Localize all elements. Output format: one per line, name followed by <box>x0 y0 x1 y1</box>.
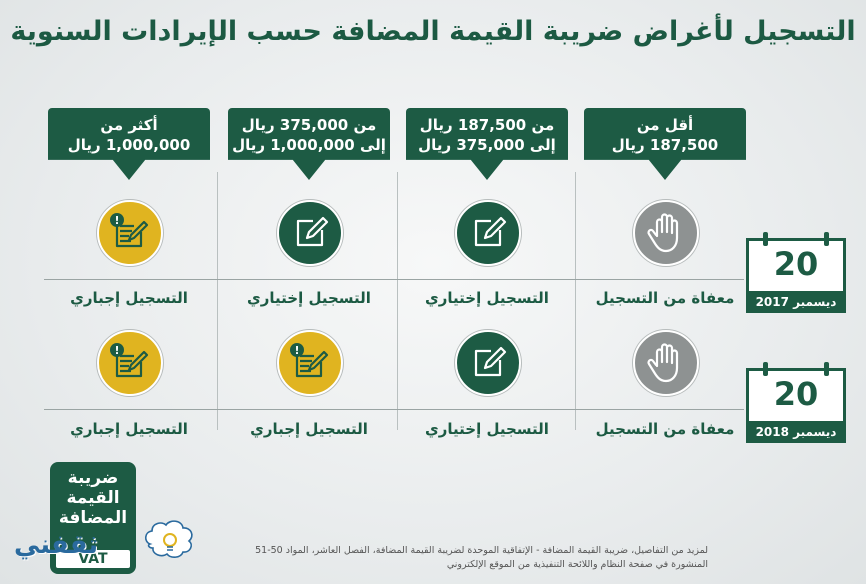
svg-text:!: ! <box>114 214 119 227</box>
svg-text:!: ! <box>114 344 119 357</box>
calendar-ring <box>824 362 829 376</box>
tier-line1: من 375,000 ريال <box>241 116 377 134</box>
tier-line2: إلى 1,000,000 ريال <box>232 136 386 154</box>
tier-flag-375000-1000000: من 375,000 ريال إلى 1,000,000 ريال <box>228 108 390 180</box>
tier-line2: 187,500 ريال <box>611 136 719 154</box>
pen-icon <box>277 200 343 266</box>
tier-line2: 1,000,000 ريال <box>67 136 191 154</box>
status-label: التسجيل إجباري <box>70 420 188 438</box>
logo-vat: VAT <box>56 550 130 568</box>
status-label: التسجيل إجباري <box>70 289 188 307</box>
timeline-2018 <box>44 409 744 410</box>
calendar-ring <box>824 232 829 246</box>
tier-line1: أكثر من <box>100 116 158 134</box>
column-divider <box>397 172 398 430</box>
tier-line1: أقل من <box>636 116 694 134</box>
calendar-ring <box>763 362 768 376</box>
logo-word: ضريبة <box>67 468 119 488</box>
calendar-ring <box>763 232 768 246</box>
footnote-line: المنشورة في صفحة النظام واللائحة التنفيذ… <box>446 559 708 570</box>
timeline-2017 <box>44 279 744 280</box>
column-divider <box>575 172 576 430</box>
lightbulb-icon <box>142 520 198 566</box>
alert-pen-icon: ! <box>97 330 163 396</box>
logo-word: المضافة <box>58 508 128 528</box>
calendar-day: 20 <box>773 375 819 413</box>
alert-pen-icon: ! <box>277 330 343 396</box>
tier-line2: إلى 375,000 ريال <box>418 136 556 154</box>
tier-flag-above-1000000: أكثر من 1,000,000 ريال <box>48 108 210 180</box>
tier-line1: من 187,500 ريال <box>419 116 555 134</box>
alert-pen-icon: ! <box>97 200 163 266</box>
status-label: التسجيل إختياري <box>247 289 371 307</box>
status-label: معفاة من التسجيل <box>595 420 735 438</box>
vat-logo: ضريبة القيمة المضافة VAT <box>50 462 136 574</box>
calendar-2017: 20 ديسمبر 2017 <box>746 232 846 313</box>
calendar-month: ديسمبر 2018 <box>746 421 846 443</box>
calendar-day: 20 <box>773 245 819 283</box>
status-label: معفاة من التسجيل <box>595 289 735 307</box>
hand-icon <box>633 200 699 266</box>
status-label: التسجيل إختياري <box>425 420 549 438</box>
tier-flag-below-187500: أقل من 187,500 ريال <box>584 108 746 180</box>
svg-text:!: ! <box>294 344 299 357</box>
hand-icon <box>633 330 699 396</box>
status-label: التسجيل إختياري <box>425 289 549 307</box>
calendar-month: ديسمبر 2017 <box>746 291 846 313</box>
status-label: التسجيل إجباري <box>250 420 368 438</box>
footnote-line: لمزيد من التفاصيل، ضريبة القيمة المضافة … <box>255 545 708 556</box>
tier-flag-187500-375000: من 187,500 ريال إلى 375,000 ريال <box>406 108 568 180</box>
calendar-2018: 20 ديسمبر 2018 <box>746 362 846 443</box>
logo-word: القيمة <box>66 488 120 508</box>
brand-watermark: ثقفني <box>14 530 99 560</box>
page-title: التسجيل لأغراض ضريبة القيمة المضافة حسب … <box>10 16 856 47</box>
pen-icon <box>455 330 521 396</box>
pen-icon <box>455 200 521 266</box>
column-divider <box>217 172 218 430</box>
